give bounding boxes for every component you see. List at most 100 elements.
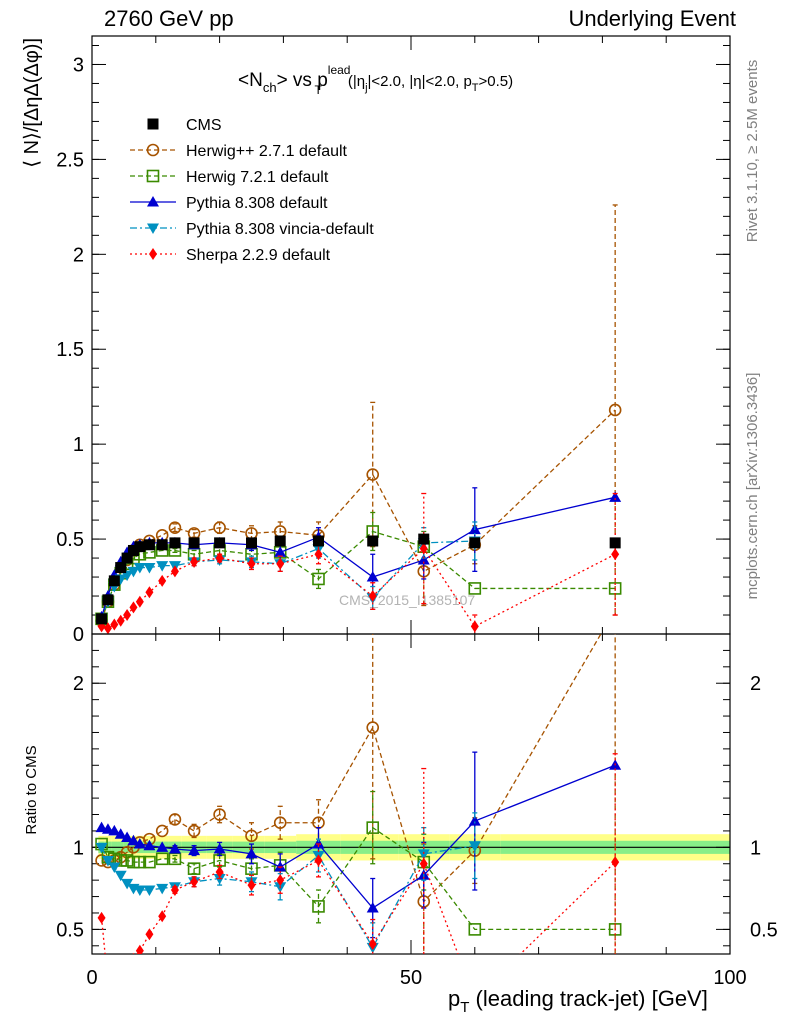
data-point	[609, 537, 621, 549]
data-point	[114, 828, 127, 839]
data-point	[190, 555, 199, 568]
data-point	[187, 862, 201, 875]
data-point	[312, 572, 325, 586]
data-point	[312, 838, 325, 849]
x-tick-label: 0	[86, 967, 97, 989]
data-point	[314, 548, 323, 561]
data-point	[312, 900, 325, 913]
data-point	[608, 403, 622, 417]
data-point	[366, 468, 380, 481]
data-point	[366, 902, 379, 913]
data-point	[133, 838, 146, 849]
legend-label: Sherpa 2.2.9 default	[186, 247, 331, 264]
data-point	[95, 842, 108, 854]
legend-marker	[147, 223, 159, 234]
y-tick-label: 0	[73, 624, 84, 646]
series-line	[101, 634, 602, 903]
data-point	[188, 844, 201, 856]
data-point	[120, 854, 134, 867]
data-point	[96, 613, 108, 625]
series-sherpa-2-2-9-default	[97, 753, 620, 990]
y-tick-label: 2	[73, 244, 84, 266]
y-axis-label-main: ⟨ N⟩/[ΔηΔ(Δφ)]	[21, 38, 43, 168]
data-point	[114, 870, 127, 882]
data-point	[103, 622, 112, 634]
legend-entry-herwig-7-2-1-default: Herwig 7.2.1 default	[130, 169, 329, 186]
data-point	[170, 884, 179, 896]
data-point	[158, 910, 167, 923]
data-point	[123, 609, 132, 622]
data-point	[312, 535, 324, 547]
plot-frame	[91, 633, 731, 955]
data-point	[127, 544, 139, 556]
data-point	[127, 834, 140, 846]
y-tick-label-right: 2	[750, 673, 761, 695]
data-point	[110, 978, 118, 990]
data-point	[368, 590, 377, 603]
data-point	[143, 855, 156, 869]
legend-marker	[146, 143, 160, 157]
data-point	[168, 521, 182, 534]
data-point	[121, 570, 134, 582]
data-point	[468, 815, 481, 826]
data-point	[276, 557, 285, 570]
y-tick-label: 1	[73, 434, 84, 456]
data-point	[611, 548, 620, 561]
data-point	[187, 824, 201, 838]
data-point	[273, 816, 287, 830]
data-point	[132, 952, 135, 954]
data-point	[366, 721, 380, 734]
data-point	[158, 574, 167, 587]
data-point	[276, 874, 285, 887]
main-series	[95, 204, 622, 634]
data-point	[417, 553, 430, 565]
data-point	[215, 865, 224, 878]
ratio-axes: 0.5 0.5 1 1 2 2 0 50 100	[56, 633, 778, 989]
data-point	[314, 854, 323, 867]
data-point	[274, 535, 286, 547]
data-point	[102, 594, 114, 606]
data-point	[133, 885, 146, 896]
data-point	[97, 911, 106, 924]
data-point	[143, 563, 156, 574]
data-point	[418, 533, 430, 545]
data-point	[110, 618, 119, 631]
main-plot-title: <Nch> vs plead T (|ηj|<2.0, |η|<2.0, pT>0.…	[238, 63, 513, 97]
data-point	[468, 582, 482, 595]
data-point	[117, 973, 125, 985]
data-point	[156, 841, 169, 852]
data-point	[135, 944, 144, 954]
data-point	[143, 539, 155, 551]
data-point	[156, 539, 168, 551]
data-point	[247, 879, 256, 892]
data-point	[134, 541, 146, 553]
data-point	[419, 857, 428, 870]
data-point	[121, 552, 133, 564]
data-point	[366, 821, 380, 834]
data-point	[155, 824, 169, 838]
data-point	[155, 852, 169, 866]
legend-label: Herwig 7.2.1 default	[186, 169, 329, 186]
data-point	[133, 855, 147, 869]
cms-points	[96, 533, 621, 625]
data-point	[417, 849, 430, 860]
data-point	[170, 565, 179, 578]
data-point	[116, 614, 125, 627]
watermark: CMS_2015_I1385107	[339, 592, 475, 608]
data-point	[168, 842, 181, 854]
data-point	[127, 855, 140, 869]
data-point	[213, 521, 226, 534]
data-point	[469, 537, 481, 549]
data-point	[101, 855, 114, 867]
legend-marker	[147, 118, 159, 130]
series-line	[101, 547, 616, 630]
series-cms	[96, 533, 621, 625]
legend-entry-pythia-8-308-default: Pythia 8.308 default	[130, 195, 328, 212]
y-tick-label: 1	[73, 837, 84, 859]
data-point	[274, 546, 287, 557]
beam-label: 2760 GeV pp	[104, 6, 234, 31]
y-tick-label: 0.5	[56, 529, 84, 551]
data-point	[367, 535, 379, 547]
ratio-series	[95, 634, 622, 990]
